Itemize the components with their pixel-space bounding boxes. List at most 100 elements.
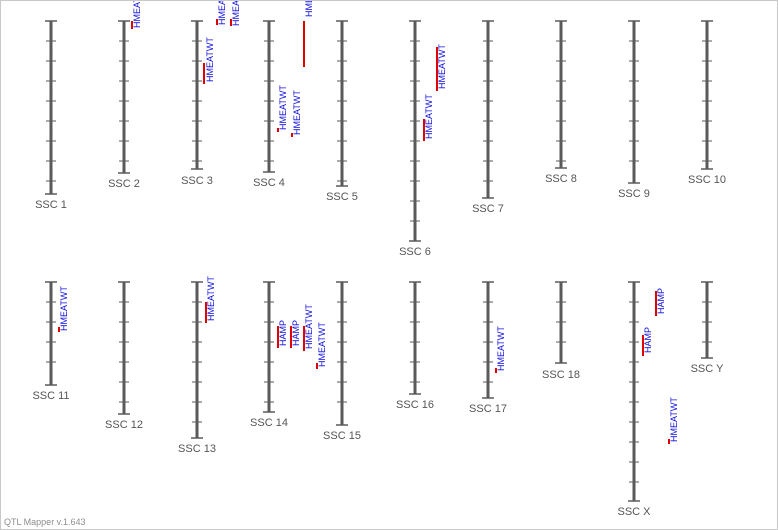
chromosome-label: SSC 17 [469, 403, 507, 415]
chromosome-label: SSC 6 [399, 246, 431, 258]
qtl-label: HAMP [291, 320, 301, 346]
chromosome-label: SSC X [617, 506, 651, 518]
chromosome-ssc-12: SSC 12 [105, 281, 143, 431]
chromosome-ssc-1: SSC 1 [35, 20, 67, 211]
qtl-marker: HMEAT [131, 1, 142, 29]
chromosome-ssc-15: SSC 15 [323, 281, 361, 442]
qtl-marker: HMEATWT [495, 326, 506, 373]
qtl-marker: HAMP [642, 327, 653, 356]
chromosome-axis [49, 282, 53, 385]
chromosome-axis [195, 282, 199, 438]
chromosome-ssc-y: SSC Y [691, 281, 724, 375]
chromosome-axis [632, 21, 636, 183]
qtl-label: HMEATWT [669, 397, 679, 442]
qtl-label: HMEATWT [292, 90, 302, 135]
qtl-marker: HMEA [230, 1, 241, 26]
chromosome-ssc-5: SSC 5 [326, 20, 358, 203]
qtl-label: HMEA [231, 1, 241, 26]
qtl-label: HAMP [643, 327, 653, 353]
chromosome-axis [122, 282, 126, 414]
chromosome-ssc-2: SSC 2 HMEAT [108, 1, 142, 190]
qtl-marker: HMEATWT [423, 94, 434, 141]
qtl-marker: HAMP [277, 320, 288, 348]
chromosome-label: SSC 15 [323, 430, 361, 442]
qtl-label: HMEATWT [206, 276, 216, 321]
chromosome-label: SSC Y [691, 363, 724, 375]
chromosome-ssc-18: SSC 18 [542, 281, 580, 381]
chromosome-label: SSC 11 [32, 390, 69, 402]
qtl-marker: HAMP [655, 288, 666, 316]
chromosome-label: SSC 14 [250, 417, 288, 429]
chromosome-axis [413, 21, 417, 241]
qtl-marker: HAMP [290, 320, 301, 348]
qtl-label: HMEA [217, 1, 227, 25]
chromosome-axis [632, 282, 636, 501]
qtl-marker: HMEA [216, 1, 227, 25]
chromosome-ssc-13: SSC 13 HMEATWT [178, 276, 216, 455]
chromosome-ssc-16: SSC 16 [396, 281, 434, 411]
qtl-label: HMEATWT [59, 286, 69, 331]
chromosome-label: SSC 4 [253, 177, 285, 189]
chromosome-ssc-3: SSC 3 HMEATWT HMEA HMEA [181, 1, 241, 187]
qtl-label: HAMP [656, 288, 666, 314]
qtl-label: HMEATWT [496, 326, 506, 371]
chromosome-label: SSC 18 [542, 369, 580, 381]
qtl-marker: HMEATWT [436, 44, 447, 91]
qtl-marker: HMEATWT [203, 37, 215, 84]
chromosome-axis [267, 21, 271, 172]
qtl-label: HMEATWT [424, 94, 434, 139]
chromosome-label: SSC 12 [105, 419, 143, 431]
chromosome-axis [413, 282, 417, 394]
qtl-marker: HMEATWT [58, 286, 69, 332]
qtl-label: HMEAT [132, 1, 142, 28]
qtl-label: HME [304, 1, 314, 17]
chromosome-label: SSC 3 [181, 175, 213, 187]
chromosome-label: SSC 9 [618, 188, 650, 200]
chromosome-axis [340, 21, 344, 186]
chromosome-axis [195, 21, 199, 169]
chromosome-ssc-x: SSC X HAMP HAMP HMEATWT [617, 281, 679, 518]
qtl-label: HMEATWT [437, 44, 447, 89]
version-footer: QTL Mapper v.1.643 [4, 517, 86, 527]
chromosome-axis [340, 282, 344, 425]
qtl-label: HMEATWT [317, 322, 327, 367]
qtl-marker: HMEATWT [303, 304, 314, 351]
chromosome-label: SSC 13 [178, 443, 216, 455]
qtl-marker: HMEATWT [277, 85, 288, 132]
chromosome-ssc-10: SSC 10 [688, 20, 726, 186]
chromosome-label: SSC 16 [396, 399, 434, 411]
chromosome-ssc-11: SSC 11 HMEATWT [32, 281, 70, 402]
qtl-marker: HMEATWT [668, 397, 679, 444]
qtl-label: HMEATWT [278, 85, 288, 130]
qtl-label: HMEATWT [304, 304, 314, 349]
chromosome-axis [705, 282, 709, 358]
chromosome-label: SSC 2 [108, 178, 140, 190]
chromosome-axis [486, 282, 490, 398]
chromosome-ssc-8: SSC 8 [545, 20, 577, 185]
chromosome-label: SSC 10 [688, 174, 726, 186]
chromosome-ssc-4: SSC 4 HMEATWT HMEATWT HME [253, 1, 314, 189]
qtl-label: HAMP [278, 320, 288, 346]
qtl-marker: HMEATWT [291, 90, 302, 137]
chromosome-label: SSC 1 [35, 199, 67, 211]
chromosome-label: SSC 5 [326, 191, 358, 203]
chromosome-ssc-9: SSC 9 [618, 20, 650, 200]
chromosome-ssc-7: SSC 7 [472, 20, 504, 215]
chromosome-ssc-17: SSC 17 HMEATWT [469, 281, 507, 415]
qtl-marker: HMEATWT [316, 322, 327, 369]
chromosome-label: SSC 7 [472, 203, 504, 215]
chromosome-axis [705, 21, 709, 169]
chromosome-axis [122, 21, 126, 173]
chromosome-axis [267, 282, 271, 412]
qtl-marker: HMEATWT [205, 276, 216, 323]
chromosome-label: SSC 8 [545, 173, 577, 185]
chromosome-axis [49, 21, 53, 194]
chromosome-axis [486, 21, 490, 198]
qtl-marker: HME [303, 1, 314, 67]
qtl-label: HMEATWT [205, 37, 215, 82]
chromosome-axis [559, 21, 563, 168]
